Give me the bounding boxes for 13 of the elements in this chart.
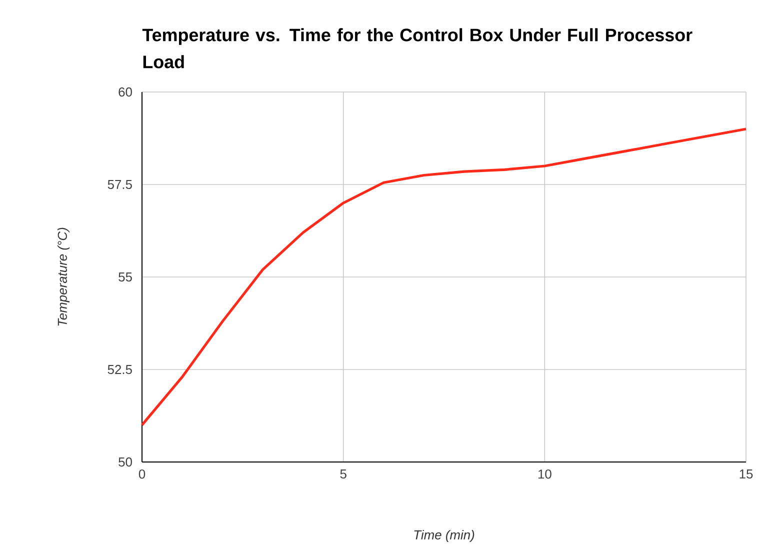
chart-title: Temperature vs. Time for the Control Box Under Full Processor Load: [142, 28, 692, 68]
x-tick-label: 5: [340, 470, 346, 479]
y-tick-label: 50: [118, 457, 132, 467]
x-tick-label: 15: [740, 470, 753, 479]
y-tick-label: 57.5: [108, 180, 132, 189]
line-series: [140, 128, 748, 426]
x-tick-label: 0: [138, 470, 146, 479]
y-axis-title: Temperature (°C): [57, 228, 70, 326]
y-tick-label: 52.5: [108, 364, 132, 374]
x-axis-title: Time (min): [414, 530, 474, 542]
y-tick-label: 60: [118, 87, 132, 97]
x-tick-label: 10: [538, 470, 552, 479]
y-tick-label: 55: [118, 272, 132, 282]
